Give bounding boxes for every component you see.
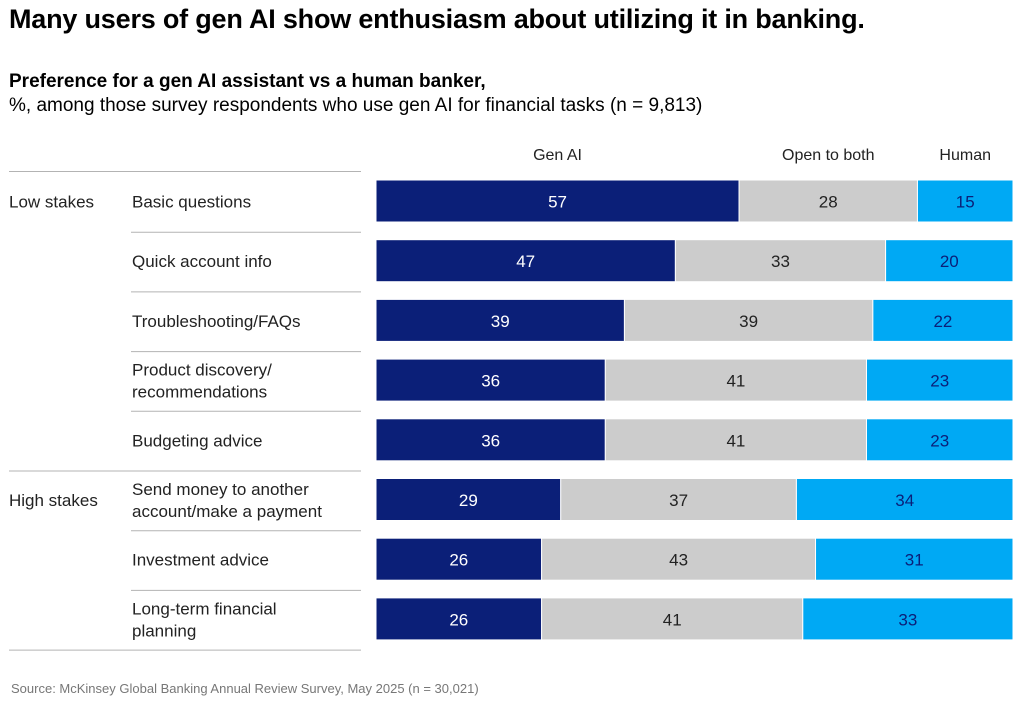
- data-label-gen-ai: 26: [449, 551, 468, 570]
- bar-segment-gen-ai: [375, 298, 625, 342]
- bar-segment-gen-ai: [375, 478, 562, 521]
- data-label-gen-ai: 39: [491, 312, 510, 331]
- legend-gen-ai: Gen AI: [533, 147, 582, 164]
- data-label-gen-ai: 36: [481, 372, 500, 391]
- bar-segment-human: [865, 418, 1014, 462]
- group-label: Low stakes: [9, 193, 94, 212]
- bar-segment-human: [865, 358, 1014, 402]
- bar-segment-gen-ai: [375, 239, 676, 283]
- bar-segment-open-to-both: [674, 239, 887, 283]
- bar-segment-human: [916, 179, 1014, 223]
- data-label-human: 22: [933, 312, 952, 331]
- data-label-open-to-both: 41: [726, 431, 745, 450]
- data-label-open-to-both: 39: [739, 312, 758, 331]
- category-label: Send money to another account/make a paym…: [132, 480, 322, 521]
- legend-open-to-both: Open to both: [782, 147, 875, 164]
- bar-segment-gen-ai: [375, 358, 606, 402]
- category-label: Long-term financial planning: [132, 599, 277, 640]
- bar-segment-open-to-both: [623, 298, 874, 342]
- data-label-human: 15: [956, 193, 975, 212]
- data-label-open-to-both: 41: [726, 372, 745, 391]
- bar-segment-gen-ai: [375, 179, 740, 223]
- bar-segment-human: [885, 239, 1014, 283]
- category-label: Quick account info: [132, 252, 272, 271]
- stacked-bar-chart: Gen AI Open to both Human Low stakes Basic q…: [9, 147, 1014, 651]
- bar-segment-open-to-both: [541, 537, 817, 581]
- bar-segment-open-to-both: [560, 478, 797, 521]
- group-label: High stakes: [9, 491, 98, 510]
- bar-segment-gen-ai: [375, 537, 543, 581]
- data-label-open-to-both: 37: [669, 491, 688, 510]
- data-label-gen-ai: 47: [516, 252, 535, 271]
- legend-human: Human: [939, 147, 991, 164]
- bar-segment-open-to-both: [604, 418, 867, 462]
- bar-segment-open-to-both: [604, 358, 867, 402]
- bar-segment-open-to-both: [541, 597, 804, 641]
- category-label: Investment advice: [132, 551, 269, 570]
- chart-description: %, among those survey respondents who us…: [9, 95, 703, 116]
- source-note: Source: McKinsey Global Banking Annual R…: [11, 681, 479, 696]
- bar-segment-open-to-both: [738, 179, 918, 223]
- data-label-human: 20: [940, 252, 959, 271]
- data-label-gen-ai: 26: [449, 610, 468, 629]
- chart-subtitle: Preference for a gen AI assistant vs a h…: [9, 71, 486, 92]
- chart-headline: Many users of gen AI show enthusiasm abo…: [9, 4, 865, 34]
- category-label: Budgeting advice: [132, 431, 262, 450]
- bar-segment-gen-ai: [375, 418, 606, 462]
- data-label-human: 34: [895, 491, 914, 510]
- category-label: Troubleshooting/FAQs: [132, 312, 301, 331]
- data-label-gen-ai: 57: [548, 193, 567, 212]
- data-label-human: 31: [905, 551, 924, 570]
- category-label: Basic questions: [132, 193, 251, 212]
- data-label-open-to-both: 28: [819, 193, 838, 212]
- data-label-open-to-both: 33: [771, 252, 790, 271]
- data-label-gen-ai: 36: [481, 431, 500, 450]
- bar-segment-human: [815, 537, 1014, 581]
- bar-segment-human: [872, 298, 1014, 342]
- data-label-human: 33: [898, 610, 917, 629]
- category-label: Product discovery/recommendations: [132, 361, 272, 402]
- data-label-gen-ai: 29: [459, 491, 478, 510]
- bar-segment-human: [802, 597, 1014, 641]
- data-label-human: 23: [930, 372, 949, 391]
- data-label-human: 23: [930, 431, 949, 450]
- bar-segment-gen-ai: [375, 597, 543, 641]
- data-label-open-to-both: 43: [669, 551, 688, 570]
- bar-segment-human: [795, 478, 1014, 521]
- data-label-open-to-both: 41: [663, 610, 682, 629]
